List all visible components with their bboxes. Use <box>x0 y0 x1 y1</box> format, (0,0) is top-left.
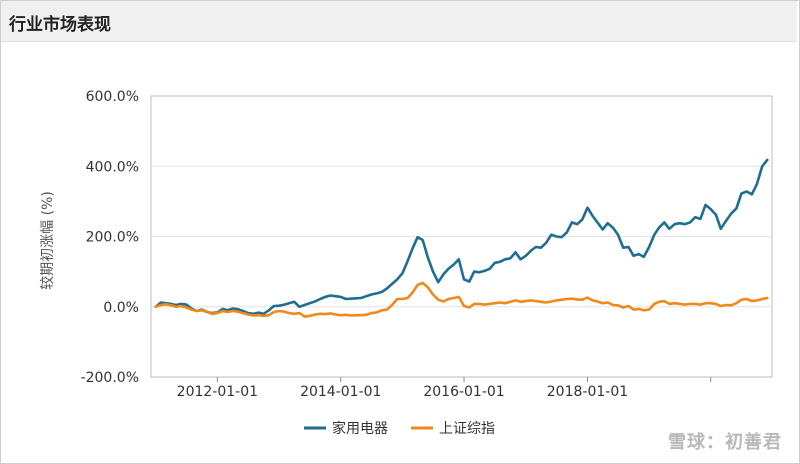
panel-header: 行业市场表现 <box>1 1 797 42</box>
x-tick-label: 2012-01-01 <box>177 384 258 400</box>
y-tick-label: -200.0% <box>81 370 139 386</box>
panel-title: 行业市场表现 <box>9 15 111 35</box>
series-line-1 <box>154 158 769 316</box>
y-tick-label: 200.0% <box>86 230 139 246</box>
series-line-2 <box>154 281 769 318</box>
legend-label-1: 家用电器 <box>332 420 388 437</box>
y-axis-title: 较期初涨幅 (%) <box>39 191 56 290</box>
y-tick-label: 400.0% <box>86 159 139 175</box>
x-tick-label: 2016-01-01 <box>423 384 504 400</box>
y-tick-label: 0.0% <box>103 300 139 316</box>
y-tick-label: 600.0% <box>86 89 139 105</box>
x-tick-label: 2014-01-01 <box>300 384 381 400</box>
x-tick-label: 2018-01-01 <box>547 384 628 400</box>
watermark: 雪球：初善君 <box>668 432 782 453</box>
legend-label-2: 上证综指 <box>439 421 495 437</box>
